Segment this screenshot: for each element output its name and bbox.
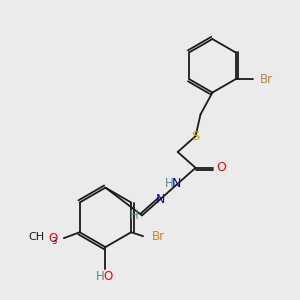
Text: H: H xyxy=(96,270,105,283)
Text: CH: CH xyxy=(28,232,44,242)
Text: N: N xyxy=(172,177,182,190)
Text: H: H xyxy=(164,177,173,190)
Text: H: H xyxy=(130,209,139,222)
Text: S: S xyxy=(191,130,200,142)
Text: N: N xyxy=(156,193,166,206)
Text: O: O xyxy=(104,270,113,283)
Text: Br: Br xyxy=(260,73,274,86)
Text: 3: 3 xyxy=(51,237,56,246)
Text: Br: Br xyxy=(152,230,165,243)
Text: O: O xyxy=(49,232,58,245)
Text: O: O xyxy=(216,161,226,174)
